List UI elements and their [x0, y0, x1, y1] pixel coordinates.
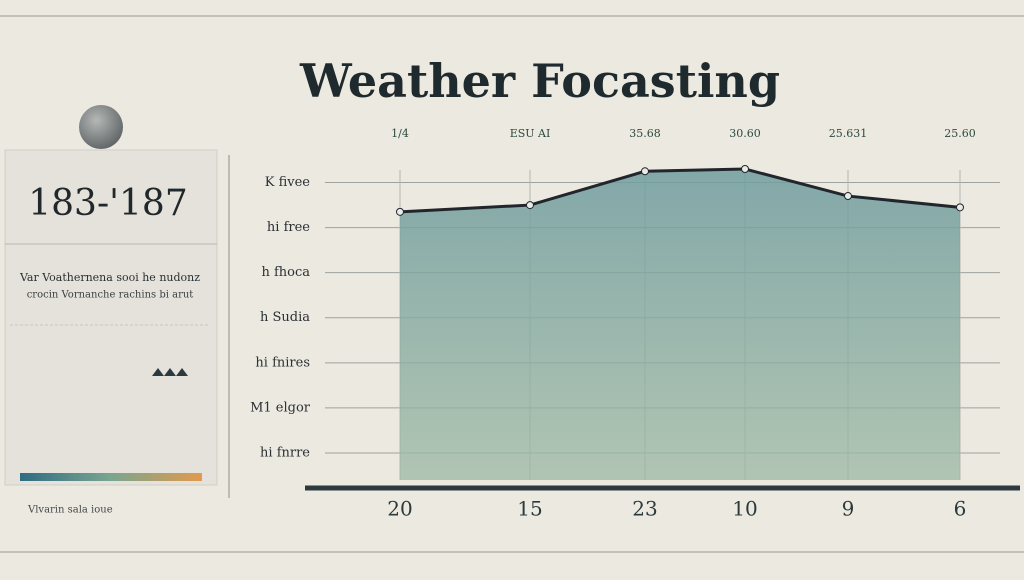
y-tick-label: M1 elgor [250, 400, 311, 415]
color-bar [20, 473, 202, 481]
icon [152, 368, 188, 376]
sidebar-line: Var Voathernena sooi he nudonz [19, 271, 200, 284]
sidebar-line: crocin Vornanche rachins bi arut [27, 290, 194, 301]
x-tick-label: 23 [632, 497, 657, 521]
x-tick-label: 20 [387, 497, 412, 521]
sidebar [4, 149, 218, 486]
top-label: ESU AI [510, 127, 551, 140]
top-label: 25.631 [829, 127, 868, 140]
globe-icon [79, 105, 123, 149]
line [399, 167, 961, 214]
y-tick-label: h Sudia [260, 310, 310, 325]
y-tick-label: hi fnires [255, 355, 310, 370]
point [396, 207, 404, 216]
y-tick-label: hi free [267, 220, 310, 235]
x-tick-label: 6 [954, 497, 967, 521]
y-tick-label: hi fnrre [260, 445, 310, 460]
y-tick-label: K fivee [265, 175, 311, 190]
footer-note: Vlvarin sala ioue [27, 505, 113, 516]
x-tick-label: 15 [517, 497, 542, 521]
top-label: 25.60 [944, 127, 976, 140]
point [844, 192, 852, 201]
x-tick-label: 9 [842, 497, 855, 521]
point [526, 201, 534, 210]
point [641, 167, 649, 176]
point [741, 165, 749, 174]
range: 183-'187 [28, 183, 188, 224]
top-label: 35.68 [629, 127, 661, 140]
top-label: 1/4 [391, 127, 409, 140]
area [400, 169, 960, 480]
point [956, 203, 964, 212]
top-label: 30.60 [729, 127, 761, 140]
x-tick-label: 10 [732, 497, 757, 521]
title: Weather Focasting [299, 54, 780, 108]
y-tick-label: h fhoca [261, 265, 310, 280]
